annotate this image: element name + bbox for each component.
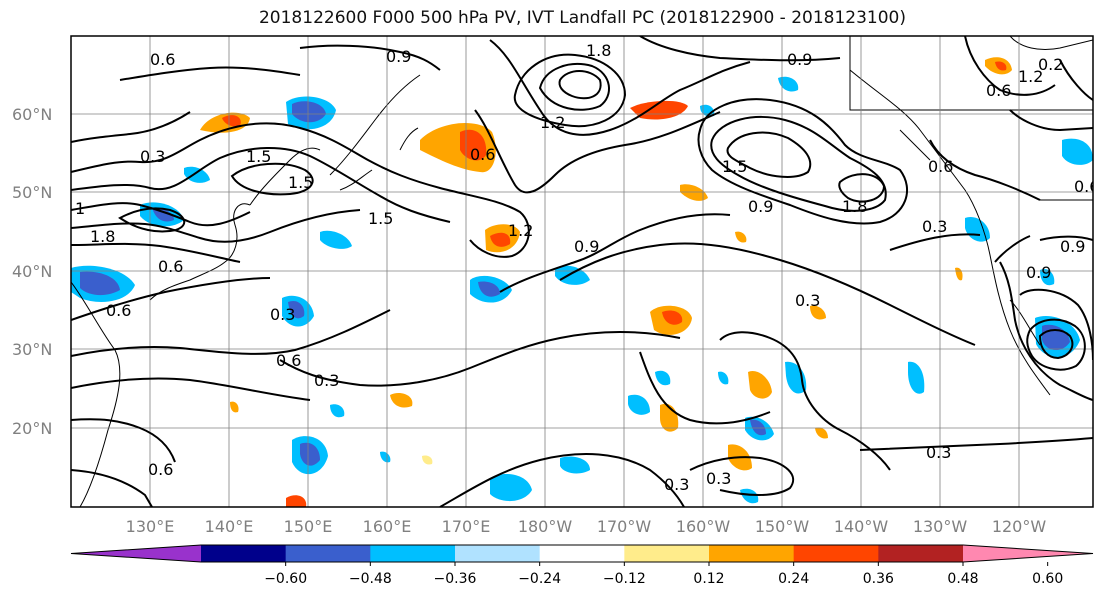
contour-label: 0.6 (1074, 177, 1099, 196)
lon-label: 150°E (284, 517, 333, 536)
lon-label: 130°E (126, 517, 175, 536)
colorbar-outline (70, 544, 1094, 563)
contour-label: 1 (75, 199, 85, 218)
lon-label: 140°E (205, 517, 254, 536)
lon-label: 170°E (442, 517, 491, 536)
contour-label: 0.9 (574, 237, 599, 256)
map-title: 2018122600 F000 500 hPa PV, IVT Landfall… (258, 8, 906, 28)
contour-label: 0.3 (706, 469, 731, 488)
colorbar-segment (285, 545, 371, 562)
colorbar-segment (878, 545, 964, 562)
colorbar-extension-max (963, 545, 1093, 562)
contour-label: 0.6 (470, 145, 495, 164)
contour-label: 0.9 (787, 50, 812, 69)
lat-label-40n: 40°N (12, 262, 52, 281)
contour-labels: 0.6 0.9 1.8 1.5 0.3 1.5 1.5 1.2 1 1.8 0.… (75, 41, 1099, 494)
contour-label: 0.9 (1026, 263, 1051, 282)
colorbar-segment (624, 545, 710, 562)
contour-label: 0.6 (106, 301, 131, 320)
contour-label: 0.3 (314, 371, 339, 390)
contour-label: 0.3 (270, 305, 295, 324)
latitude-labels: 60°N 50°N 40°N 30°N 20°N (12, 105, 52, 438)
contour-label: 1.2 (1018, 67, 1043, 86)
contour-label: 0.6 (158, 257, 183, 276)
contour-label: 0.9 (386, 47, 411, 66)
contour-label: 0.3 (664, 475, 689, 494)
contour-label: 0.6 (148, 460, 173, 479)
contour-label: 1.8 (842, 197, 867, 216)
lon-label: 150°W (755, 517, 810, 536)
longitude-labels: 130°E 140°E 150°E 160°E 170°E 180°W 170°… (126, 517, 1047, 536)
contour-label: 0.6 (150, 50, 175, 69)
lon-label: 170°W (597, 517, 652, 536)
contour-label: 1.2 (540, 113, 565, 132)
contour-label: 0.6 (928, 157, 953, 176)
lat-label-50n: 50°N (12, 183, 52, 202)
contour-label: 0.3 (926, 443, 951, 462)
lon-label: 130°W (913, 517, 968, 536)
grid-lines (71, 36, 1093, 507)
colorbar-tick-label: −0.24 (518, 571, 561, 587)
contour-label: 0.6 (276, 351, 301, 370)
colorbar-tick-label: 0.36 (863, 571, 894, 587)
contour-label: 1.8 (586, 41, 611, 60)
colorbar-segment (455, 545, 541, 562)
colorbar-tick-label: 0.12 (693, 571, 724, 587)
contour-label: 0.9 (748, 197, 773, 216)
colorbar-segment (709, 545, 795, 562)
lon-label: 140°W (834, 517, 889, 536)
contour-label: 1.5 (246, 147, 271, 166)
pv-contours (71, 36, 1093, 507)
contour-label: 0.3 (922, 217, 947, 236)
colorbar-segment (539, 545, 625, 562)
lon-label: 180°W (518, 517, 573, 536)
contour-label: 0.6 (986, 81, 1011, 100)
contour-label: 1.8 (90, 227, 115, 246)
colorbar-segment (370, 545, 456, 562)
colorbar-tick-label: −0.60 (264, 571, 307, 587)
colorbar-tick-label: 0.24 (778, 571, 809, 587)
positive-shading (200, 57, 1012, 507)
contour-label: 1.5 (722, 157, 747, 176)
lat-label-60n: 60°N (12, 105, 52, 124)
contour-label: 0.9 (1060, 237, 1085, 256)
contour-label: 0.3 (140, 147, 165, 166)
colorbar-segment (201, 545, 287, 562)
colorbar-extension-min (71, 545, 201, 562)
contour-label: 0.3 (795, 291, 820, 310)
lat-label-20n: 20°N (12, 419, 52, 438)
colorbar-tick-label: 0.48 (947, 571, 978, 587)
colorbar-tick-label: 0.60 (1032, 571, 1063, 587)
lat-label-30n: 30°N (12, 340, 52, 359)
contour-label: 1.5 (368, 209, 393, 228)
colorbar: −0.60 −0.48 −0.36 −0.24 −0.12 0.12 0.24 0.36 0.4… (70, 544, 1094, 587)
lon-label: 160°W (676, 517, 731, 536)
colorbar-tick-label: −0.12 (603, 571, 646, 587)
lon-label: 120°W (992, 517, 1047, 536)
colorbar-tick-label: −0.36 (434, 571, 477, 587)
contour-label: 1.5 (288, 173, 313, 192)
contour-label: 0.2 (1038, 55, 1063, 74)
colorbar-tick-label: −0.48 (349, 571, 392, 587)
colorbar-segment (793, 545, 879, 562)
contour-label: 1.2 (508, 221, 533, 240)
map-frame (70, 35, 1094, 508)
negative-shading (71, 76, 1093, 504)
lon-label: 160°E (363, 517, 412, 536)
